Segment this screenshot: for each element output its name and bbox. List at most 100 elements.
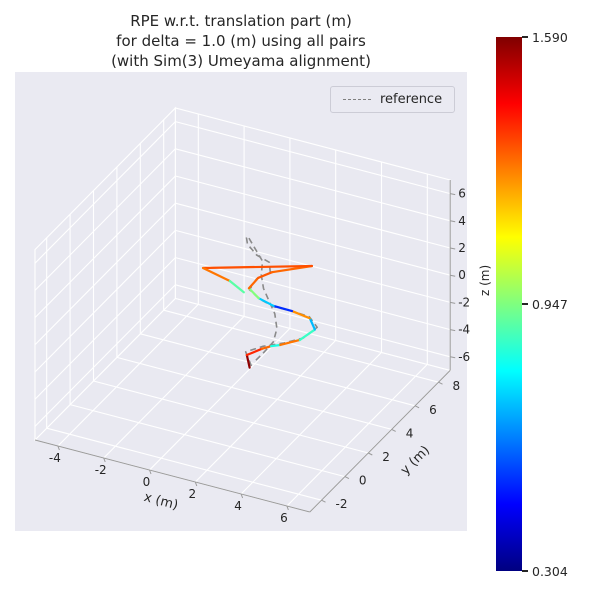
z-tick-label: 6 [458, 187, 466, 201]
x-tick-label: 4 [234, 499, 242, 513]
tick-mark [286, 505, 289, 511]
axis-spine [309, 370, 451, 513]
tick-mark [450, 329, 456, 332]
estimate-segment [247, 287, 260, 300]
x-tick-label: -4 [49, 451, 61, 465]
colorbar-gradient [496, 37, 522, 571]
estimate-segment [269, 343, 282, 348]
grid-line [175, 121, 451, 195]
grid-line [175, 148, 451, 222]
legend: reference [330, 86, 456, 113]
grid-line [34, 148, 176, 291]
tick-mark [240, 493, 244, 499]
tick-mark [450, 247, 456, 250]
grid-line [286, 364, 428, 507]
tick-mark [414, 405, 420, 409]
grid-line [163, 309, 439, 383]
y-tick-label: 6 [429, 403, 437, 417]
colorbar-tick-min [522, 570, 528, 572]
tick-mark [450, 274, 456, 277]
estimate-segment [298, 328, 316, 342]
y-tick-label: 8 [453, 379, 461, 393]
y-tick-label: 0 [359, 474, 367, 488]
grid-line [194, 340, 337, 483]
axis-spines [34, 180, 456, 513]
estimate-segment [257, 271, 274, 280]
estimate-segment [247, 276, 260, 290]
colorbar-mid-label: 0.947 [522, 297, 568, 312]
grid-line [116, 356, 392, 430]
tick-mark [450, 301, 456, 304]
estimate-segment [201, 264, 314, 270]
z-tick-label: -6 [458, 350, 470, 364]
legend-label-reference: reference [380, 92, 443, 107]
tick-mark [438, 381, 443, 385]
title-line-2: for delta = 1.0 (m) using all pairs [116, 32, 366, 50]
tick-mark [194, 481, 198, 487]
grid-line [240, 352, 382, 495]
y-tick-label: -2 [336, 497, 348, 511]
grid-line [34, 202, 176, 346]
x-tick-label: -2 [95, 463, 107, 477]
grid-line [34, 257, 176, 400]
grid-line [175, 257, 451, 331]
estimate-segment [272, 304, 294, 313]
colorbar-max-label: 1.590 [522, 30, 568, 45]
z-tick-label: -2 [458, 295, 470, 309]
tick-mark [391, 428, 396, 432]
title-line-3: (with Sim(3) Umeyama alignment) [111, 52, 371, 70]
z-tick-label: -4 [458, 323, 470, 337]
title-line-1: RPE w.r.t. translation part (m) [130, 12, 352, 30]
colorbar-tick-max [522, 36, 528, 38]
tick-mark [368, 452, 373, 456]
grid-line [149, 328, 291, 471]
grid-line [140, 333, 416, 407]
x-tick-label: 2 [188, 487, 196, 501]
tick-mark [450, 193, 456, 196]
tick-mark [321, 499, 326, 503]
grid-lines [33, 106, 452, 513]
estimate-segment [201, 266, 231, 283]
estimate-segment [228, 279, 245, 294]
estimate-segment [290, 309, 311, 320]
grid-line [34, 121, 176, 264]
z-axis-label: z (m) [478, 264, 492, 296]
x-tick-label: 0 [143, 475, 151, 489]
grid-line [175, 202, 451, 276]
grid-line [34, 175, 176, 318]
grid-line [34, 284, 176, 427]
estimate-trajectory [201, 264, 316, 369]
tick-mark [450, 220, 456, 223]
tick-mark [103, 457, 106, 463]
tick-mark [450, 356, 456, 359]
tick-mark [149, 469, 152, 475]
grid-line [103, 316, 245, 459]
estimate-segment [257, 297, 275, 308]
grid-line [175, 284, 451, 358]
colorbar-min-label: 0.304 [522, 564, 568, 579]
y-tick-label: 4 [406, 426, 414, 440]
grid-line [69, 404, 346, 478]
grid-line [34, 230, 176, 373]
chart-title: RPE w.r.t. translation part (m) for delt… [0, 11, 482, 71]
y-tick-label: 2 [382, 450, 390, 464]
axis-spine [34, 439, 310, 513]
tick-mark [57, 445, 60, 451]
z-tick-label: 0 [458, 268, 466, 282]
z-tick-label: 4 [458, 214, 466, 228]
x-tick-label: 6 [280, 511, 288, 525]
grid-line [93, 380, 369, 454]
estimate-segment [245, 353, 251, 369]
grid-line [57, 304, 199, 447]
estimate-segment [279, 338, 301, 347]
estimate-segment [308, 317, 316, 331]
grid-line [46, 427, 322, 501]
colorbar-tick-mid [522, 303, 528, 305]
colorbar [496, 37, 522, 571]
reference-dashed-line-swatch [343, 99, 371, 100]
grid-line [175, 175, 451, 249]
estimate-segment [245, 347, 263, 357]
tick-mark [344, 476, 350, 480]
z-tick-label: 2 [458, 241, 466, 255]
